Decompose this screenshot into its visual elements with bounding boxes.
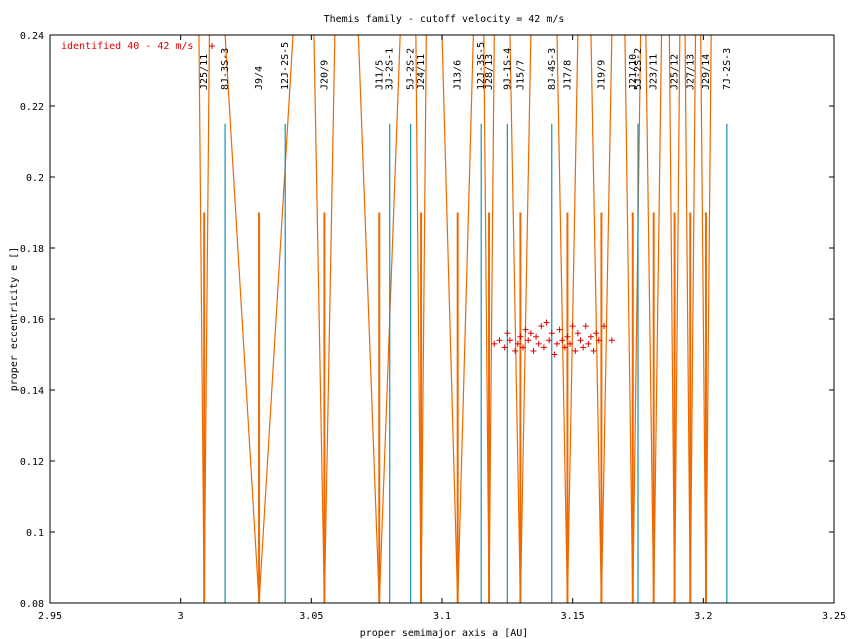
data-point — [556, 326, 563, 333]
y-tick-label: 0.16 — [20, 315, 44, 326]
x-tick-label: 3.15 — [561, 611, 585, 622]
data-point — [501, 344, 508, 351]
resonance-label: J25/11 — [199, 54, 210, 90]
resonance-label: J11/5 — [374, 60, 385, 90]
resonance-label: 8J-3S-3 — [220, 48, 231, 90]
data-point — [520, 344, 527, 351]
data-point — [585, 340, 592, 347]
data-point — [543, 319, 550, 326]
legend-label: identified 40 - 42 m/s — [61, 41, 193, 52]
data-point — [506, 337, 513, 344]
data-point — [561, 344, 568, 351]
data-point — [525, 337, 532, 344]
data-point — [574, 330, 581, 337]
y-axis-ticks: 0.08 0.1 0.12 0.14 0.16 0.18 0.2 0.22 0.24 — [20, 31, 834, 610]
y-axis-title: proper eccentricity e [] — [9, 247, 20, 392]
data-point — [564, 333, 571, 340]
x-axis-title: proper semimajor axis a [AU] — [360, 628, 529, 639]
x-tick-label: 3 — [178, 611, 184, 622]
resonance-label: 8J-4S-3 — [547, 48, 558, 90]
data-point — [548, 330, 555, 337]
data-point — [538, 323, 545, 330]
resonance-label: 7J-2S-3 — [722, 48, 733, 90]
resonance-label: 12J-2S-5 — [280, 42, 291, 90]
legend-marker — [209, 43, 215, 49]
data-point — [577, 337, 584, 344]
data-point — [567, 340, 574, 347]
data-point — [608, 337, 615, 344]
y-tick-label: 0.14 — [20, 386, 44, 397]
x-tick-label: 3.05 — [299, 611, 323, 622]
data-point — [546, 337, 553, 344]
resonance-label: 3J-2S-1 — [385, 48, 396, 90]
resonance-label: 12J-3S-5 — [476, 42, 487, 90]
data-point — [569, 323, 576, 330]
resonance-label: 9J-1S-4 — [502, 48, 513, 90]
data-point — [559, 337, 566, 344]
y-tick-label: 0.1 — [26, 528, 44, 539]
chart-title: Themis family - cutoff velocity = 42 m/s — [324, 14, 565, 25]
x-tick-label: 3.1 — [433, 611, 451, 622]
resonance-layer — [198, 34, 728, 604]
resonance-label: 5J-2S-2 — [406, 48, 417, 90]
resonance-label: J13/6 — [453, 60, 464, 90]
data-point — [582, 323, 589, 330]
data-point — [601, 323, 608, 330]
data-point — [551, 351, 558, 358]
legend: identified 40 - 42 m/s — [61, 41, 215, 52]
data-point — [512, 347, 519, 354]
x-tick-label: 3.25 — [822, 611, 846, 622]
data-point — [530, 347, 537, 354]
resonance-label: J25/12 — [670, 54, 681, 90]
data-point — [535, 340, 542, 347]
data-point — [590, 347, 597, 354]
resonance-label: J29/14 — [701, 54, 712, 90]
y-tick-label: 0.18 — [20, 244, 44, 255]
data-points-layer — [491, 319, 615, 358]
resonance-label: 5J-2S-2 — [633, 48, 644, 90]
data-point — [491, 340, 498, 347]
resonance-label: J19/9 — [596, 60, 607, 90]
data-point — [504, 330, 511, 337]
data-point — [496, 337, 503, 344]
y-tick-label: 0.22 — [20, 102, 44, 113]
resonance-label: J21/10 — [628, 54, 639, 90]
resonance-label: J20/9 — [319, 60, 330, 90]
data-point — [540, 344, 547, 351]
data-point — [587, 333, 594, 340]
data-point — [595, 337, 602, 344]
data-point — [580, 344, 587, 351]
data-point — [522, 326, 529, 333]
data-point — [553, 340, 560, 347]
data-point — [517, 333, 524, 340]
y-tick-label: 0.08 — [20, 599, 44, 610]
plot-frame — [49, 34, 835, 604]
data-point — [527, 330, 534, 337]
resonance-label-layer: J25/11 8J-3S-3 J9/4 12J-2S-5 J20/9 J11/5 3J-2S… — [199, 42, 733, 90]
resonance-label: J23/11 — [649, 54, 660, 90]
data-point — [533, 333, 540, 340]
x-tick-label: 2.95 — [38, 611, 62, 622]
data-point — [572, 347, 579, 354]
resonance-label: J9/4 — [254, 66, 265, 90]
data-point — [514, 340, 521, 347]
y-tick-label: 0.24 — [20, 31, 44, 42]
x-tick-label: 3.2 — [694, 611, 712, 622]
resonance-label: J27/13 — [685, 54, 696, 90]
y-tick-label: 0.2 — [26, 173, 44, 184]
x-axis-ticks: 2.95 3 3.05 3.1 3.15 3.2 3.25 — [38, 35, 846, 622]
resonance-label: J17/8 — [562, 60, 573, 90]
resonance-label: J24/11 — [416, 54, 427, 90]
resonance-label: J28/13 — [484, 54, 495, 90]
data-point — [593, 330, 600, 337]
resonance-label: J15/7 — [515, 60, 526, 90]
y-tick-label: 0.12 — [20, 457, 44, 468]
